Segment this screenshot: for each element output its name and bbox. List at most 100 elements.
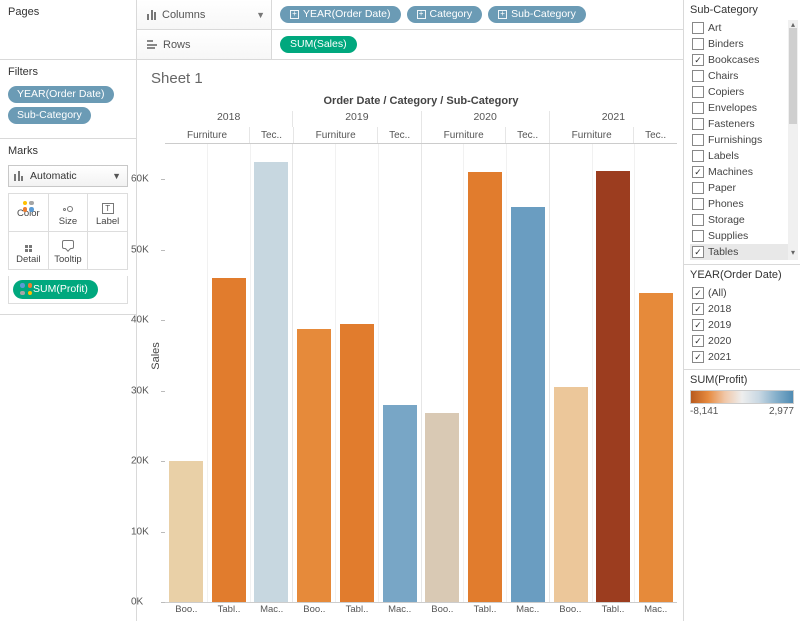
profit-legend-card: SUM(Profit) -8,141 2,977 [684,370,800,421]
color-btn[interactable]: Color [9,194,49,232]
bar[interactable] [340,324,374,602]
shelf-pill[interactable]: +YEAR(Order Date) [280,6,401,23]
checkbox-icon [692,118,704,130]
bar[interactable] [169,461,203,602]
checkbox-icon: ✓ [692,351,704,363]
checkbox-icon [692,198,704,210]
rows-pills[interactable]: SUM(Sales) [272,30,683,59]
filter-option[interactable]: Chairs [690,68,798,84]
columns-shelf-label[interactable]: Columns ▼ [137,0,272,29]
color-pill[interactable]: SUM(Profit) [13,280,98,299]
bar[interactable] [511,207,545,602]
tooltip-btn[interactable]: Tooltip [49,232,89,270]
filter-option[interactable]: ✓2019 [690,317,798,333]
tooltip-btn-icon [62,237,74,252]
filter-option[interactable]: Supplies [690,228,798,244]
bar[interactable] [468,172,502,602]
cat-header: Furniture [293,127,377,143]
bar[interactable] [383,405,417,602]
cat-header: Tec.. [377,127,421,143]
checkbox-icon [692,70,704,82]
bar[interactable] [554,387,588,602]
bar[interactable] [254,162,288,602]
filter-pill[interactable]: Sub-Category [8,107,91,124]
checkbox-icon [692,150,704,162]
xlabel: Boo.. [165,603,208,619]
checkbox-icon: ✓ [692,303,704,315]
rows-shelf-label[interactable]: Rows [137,30,272,59]
xlabel: Boo.. [421,603,464,619]
marks-color-pill-row: SUM(Profit) [9,276,128,304]
filter-option[interactable]: Storage [690,212,798,228]
xlabel: Boo.. [549,603,592,619]
checkbox-icon [692,182,704,194]
filter-pill[interactable]: YEAR(Order Date) [8,86,114,103]
year-header: 2019 [292,111,420,127]
filters-title: Filters [8,66,128,78]
profit-legend-max: 2,977 [769,406,794,417]
filter-option[interactable]: Copiers [690,84,798,100]
size-btn[interactable]: Size [49,194,89,232]
chart-title: Order Date / Category / Sub-Category [165,93,677,111]
filter-option[interactable]: Art [690,20,798,36]
label-btn[interactable]: TLabel [88,194,128,232]
shelf-pill[interactable]: +Category [407,6,483,23]
bar[interactable] [425,413,459,602]
rows-icon [147,40,157,49]
filter-option[interactable]: Furnishings [690,132,798,148]
xlabel: Mac.. [250,603,293,619]
marks-card: Marks Automatic ▼ ColorSizeTLabel DetailT… [0,139,136,315]
subcat-filter-card: Sub-Category ArtBinders✓BookcasesChairsC… [684,0,800,265]
xlabel: Tabl.. [464,603,507,619]
rows-shelf: Rows SUM(Sales) [137,30,683,60]
filter-option[interactable]: ✓Tables [690,244,798,260]
filter-option[interactable]: Labels [690,148,798,164]
filter-option[interactable]: Envelopes [690,100,798,116]
shelf-pill[interactable]: SUM(Sales) [280,36,357,53]
columns-pills[interactable]: +YEAR(Order Date) +Category +Sub-Category [272,0,683,29]
filter-option[interactable]: Paper [690,180,798,196]
filter-option[interactable]: ✓2020 [690,333,798,349]
filter-option[interactable]: ✓(All) [690,285,798,301]
columns-shelf: Columns ▼ +YEAR(Order Date) +Category +Sub… [137,0,683,30]
year-header: 2020 [421,111,549,127]
ytick-label: 10K [131,526,149,537]
bar[interactable] [297,329,331,602]
sheet: Sheet 1 Sales Order Date / Category / Su… [137,60,683,621]
marks-type-select[interactable]: Automatic ▼ [8,165,128,187]
shelves: Columns ▼ +YEAR(Order Date) +Category +Sub… [137,0,683,60]
cat-header: Furniture [165,127,249,143]
shelf-pill[interactable]: +Sub-Category [488,6,586,23]
scrollbar[interactable]: ▴▾ [788,20,798,260]
filter-option[interactable]: ✓Machines [690,164,798,180]
year-header: 2021 [549,111,677,127]
checkbox-icon [692,214,704,226]
chart[interactable]: Order Date / Category / Sub-Category 201… [165,93,677,619]
bar[interactable] [639,293,673,602]
ytick-label: 40K [131,315,149,326]
filter-option[interactable]: Binders [690,36,798,52]
profit-legend-min: -8,141 [690,406,718,417]
profit-legend-gradient[interactable] [690,390,794,404]
bar[interactable] [212,278,246,602]
detail-btn[interactable]: Detail [9,232,49,270]
filter-option[interactable]: ✓Bookcases [690,52,798,68]
ytick-label: 50K [131,244,149,255]
filter-option[interactable]: ✓2018 [690,301,798,317]
checkbox-icon [692,38,704,50]
bar-icon [9,171,28,181]
expand-icon: + [417,10,426,19]
ytick-label: 0K [131,597,143,608]
checkbox-icon: ✓ [692,319,704,331]
marks-title: Marks [8,145,128,157]
filter-option[interactable]: Phones [690,196,798,212]
filter-option[interactable]: ✓2021 [690,349,798,365]
bar[interactable] [596,171,630,602]
filter-option[interactable]: Fasteners [690,116,798,132]
sheet-title[interactable]: Sheet 1 [147,68,677,93]
detail-btn-icon [25,236,32,252]
cat-header: Furniture [421,127,505,143]
cat-header: Tec.. [633,127,677,143]
expand-icon: + [290,10,299,19]
profit-legend-title: SUM(Profit) [690,374,798,386]
